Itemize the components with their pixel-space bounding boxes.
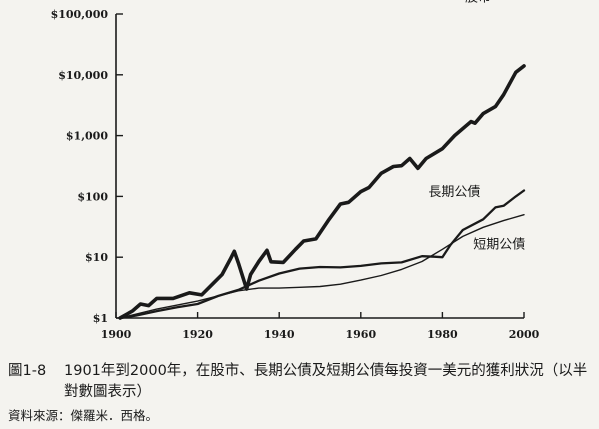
y-tick-label: $1 xyxy=(93,312,108,325)
figure-number: 圖1-8 xyxy=(8,363,47,379)
y-tick-label: $1,000 xyxy=(66,130,108,143)
y-tick-label: $100,000 xyxy=(51,8,109,21)
x-tick-label: 1920 xyxy=(182,328,213,341)
series-lines xyxy=(118,64,526,320)
y-tick-label: $10,000 xyxy=(58,69,108,82)
x-tick-label: 1980 xyxy=(427,328,458,341)
series-line-1 xyxy=(118,64,526,320)
series-label-2: 長期公債 xyxy=(428,185,480,200)
x-axis-ticks: 1900 1920 1940 1960 1980 2000 xyxy=(101,312,540,341)
series-label-1: 股市 xyxy=(465,0,491,6)
x-tick-label: 1960 xyxy=(345,328,376,341)
figure-caption: 圖1-8 1901年到2000年，在股市、長期公債及短期公債每投資一美元的獲利狀… xyxy=(8,361,593,403)
x-tick-label: 1900 xyxy=(101,328,132,341)
series-labels: 股市長期公債短期公債 xyxy=(428,0,525,253)
y-axis-ticks: $1 $10 $100 $1,000 $10,000 $100,000 xyxy=(51,8,123,325)
series-label-3: 短期公債 xyxy=(473,238,525,253)
series-line-3 xyxy=(119,214,525,319)
source-note: 資料來源：傑羅米．西格。 xyxy=(8,408,159,423)
plot-frame xyxy=(115,14,524,319)
figure-caption-text: 1901年到2000年，在股市、長期公債及短期公債每投資一美元的獲利狀況（以半對… xyxy=(64,363,588,400)
y-tick-label: $10 xyxy=(85,251,108,264)
y-tick-label: $100 xyxy=(77,190,108,203)
log-scale-line-chart: $1$10$100$1,000$10,000$100,000 1900 1920 1… xyxy=(51,0,540,341)
series-line-2 xyxy=(118,189,526,320)
x-tick-label: 2000 xyxy=(509,328,540,341)
x-tick-label: 1940 xyxy=(264,328,295,341)
